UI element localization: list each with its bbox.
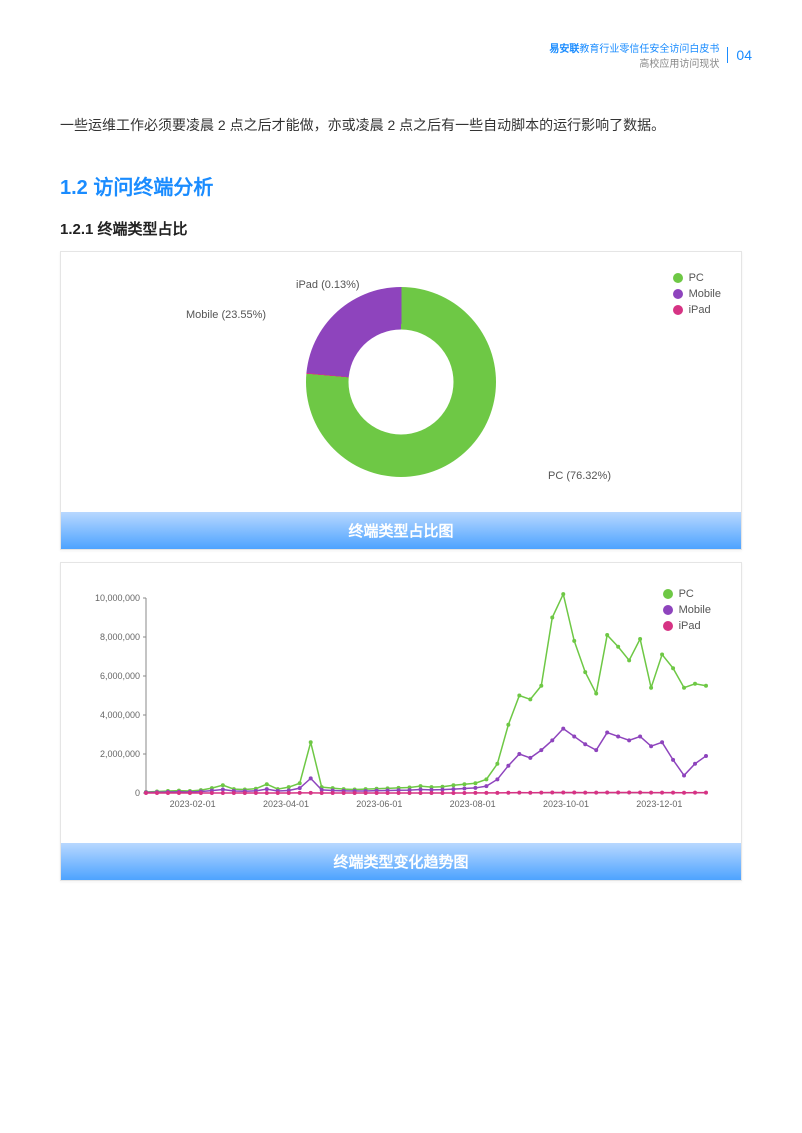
callout-mobile: Mobile (23.55%) — [186, 309, 266, 321]
doc-title: 教育行业零信任安全访问白皮书 — [579, 44, 719, 55]
svg-text:2,000,000: 2,000,000 — [100, 749, 140, 759]
legend-item: PC — [663, 588, 711, 600]
svg-text:2023-08-01: 2023-08-01 — [450, 799, 496, 809]
svg-text:2023-04-01: 2023-04-01 — [263, 799, 309, 809]
donut-chart-card: iPad (0.13%) Mobile (23.55%) PC (76.32%)… — [60, 251, 742, 550]
donut-chart-title: 终端类型占比图 — [61, 512, 741, 549]
legend-item: PC — [673, 272, 721, 284]
line-legend: PC Mobile iPad — [663, 588, 711, 636]
svg-text:8,000,000: 8,000,000 — [100, 632, 140, 642]
intro-paragraph: 一些运维工作必须要凌晨 2 点之后才能做，亦或凌晨 2 点之后有一些自动脚本的运… — [60, 110, 742, 141]
line-chart-title: 终端类型变化趋势图 — [61, 843, 741, 880]
svg-text:10,000,000: 10,000,000 — [95, 593, 140, 603]
legend-item: iPad — [663, 620, 711, 632]
svg-text:4,000,000: 4,000,000 — [100, 710, 140, 720]
callout-ipad: iPad (0.13%) — [296, 279, 360, 291]
svg-text:2023-02-01: 2023-02-01 — [170, 799, 216, 809]
svg-text:6,000,000: 6,000,000 — [100, 671, 140, 681]
svg-text:2023-12-01: 2023-12-01 — [636, 799, 682, 809]
subsection-heading: 1.2.1 终端类型占比 — [60, 218, 742, 239]
callout-pc: PC (76.32%) — [548, 470, 611, 482]
svg-text:2023-06-01: 2023-06-01 — [356, 799, 402, 809]
line-chart-card: 0 2,000,000 4,000,000 6,000,000 8,000,000 10,… — [60, 562, 742, 881]
donut-chart: iPad (0.13%) Mobile (23.55%) PC (76.32%) — [76, 267, 726, 497]
legend-item: Mobile — [663, 604, 711, 616]
svg-text:2023-10-01: 2023-10-01 — [543, 799, 589, 809]
line-chart: 0 2,000,000 4,000,000 6,000,000 8,000,000 10,… — [86, 588, 716, 818]
section-heading: 1.2 访问终端分析 — [60, 171, 742, 200]
legend-item: iPad — [673, 304, 721, 316]
legend-item: Mobile — [673, 288, 721, 300]
page-header: 易安联教育行业零信任安全访问白皮书 高校应用访问现状 04 — [549, 40, 752, 70]
page-number: 04 — [727, 47, 752, 63]
svg-text:0: 0 — [135, 788, 140, 798]
donut-legend: PC Mobile iPad — [673, 272, 721, 320]
doc-subtitle: 高校应用访问现状 — [549, 55, 719, 70]
brand: 易安联 — [549, 44, 579, 55]
